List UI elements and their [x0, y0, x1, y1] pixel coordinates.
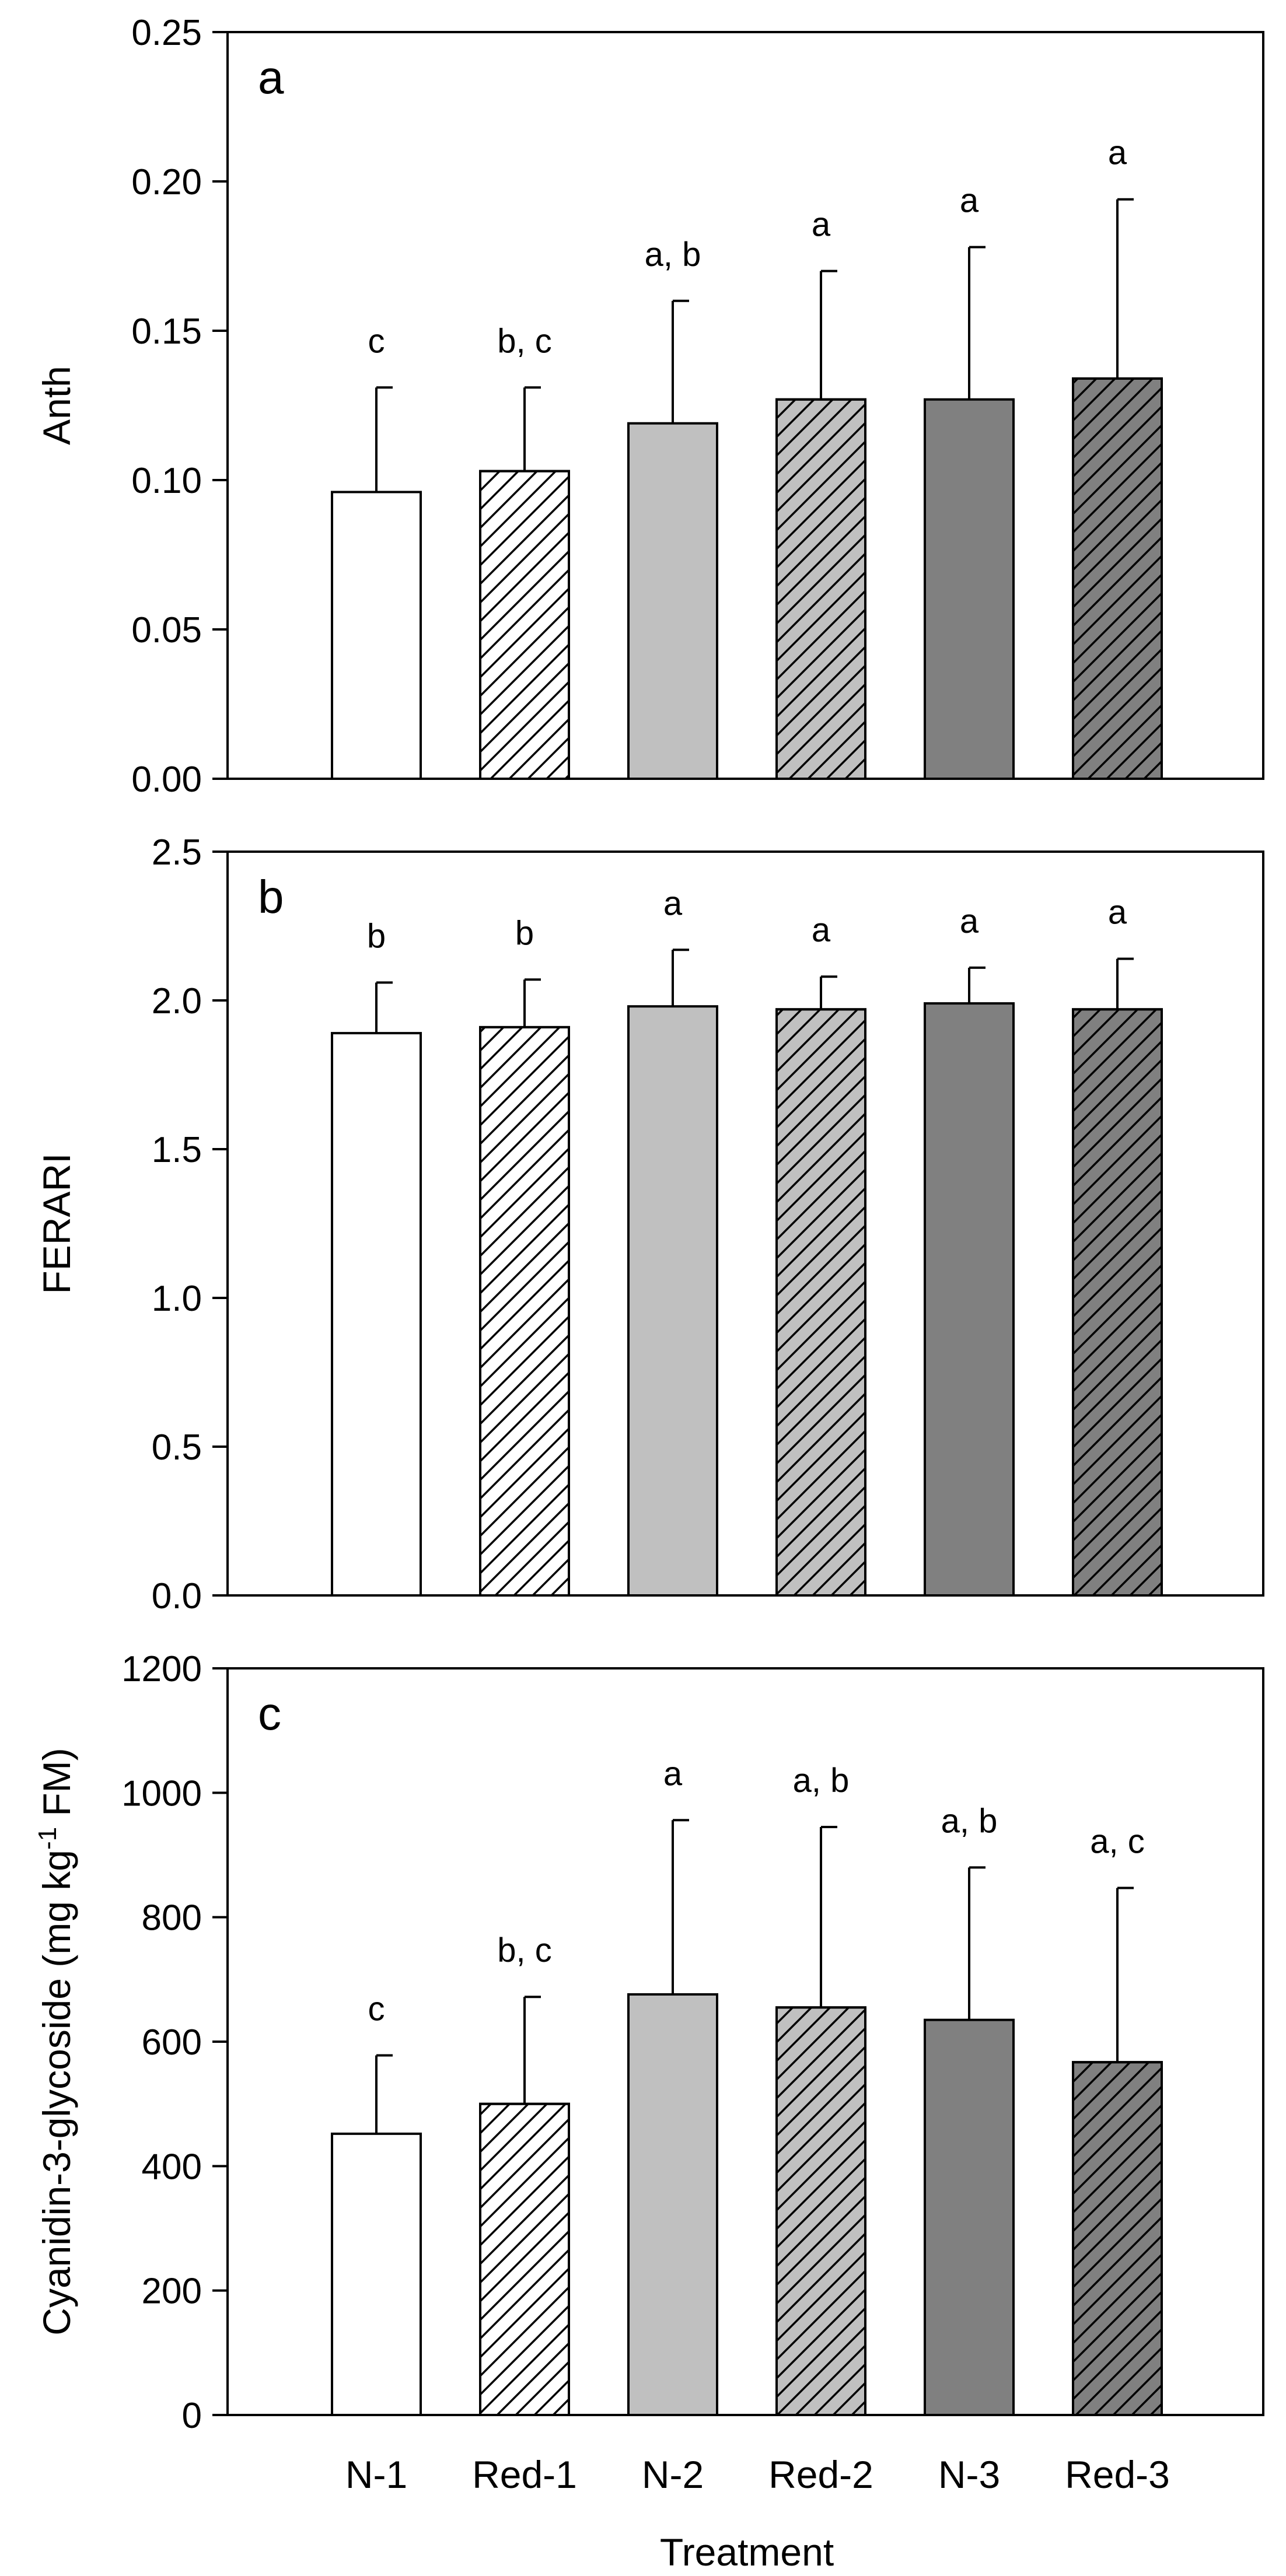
bar-N-1: [331, 1032, 422, 1597]
y-tick-label: 0: [182, 2396, 202, 2436]
bar-hatch: [480, 1027, 569, 1595]
y-tick-label: 200: [142, 2272, 202, 2312]
bar-hatch: [777, 2007, 865, 2415]
y-tick-label: 0.5: [152, 1427, 202, 1468]
bar-hatch: [777, 1009, 865, 1595]
y-tick-label: 0.15: [131, 312, 202, 352]
significance-label: a: [812, 206, 831, 244]
y-axis-title-part: FERARI: [35, 1153, 78, 1294]
panel-letter: a: [258, 51, 284, 103]
bar-N-3: [924, 2018, 1015, 2417]
bar-hatch: [777, 399, 865, 779]
significance-label: a: [1108, 894, 1127, 932]
y-tick-label: 1.5: [152, 1130, 202, 1170]
bar-N-1: [331, 491, 422, 780]
bar-hatch: [1073, 378, 1162, 779]
panel-c: 0 200 400 600 800 1000 1200 Cyanidin-3-glycosid…: [33, 1649, 1264, 2574]
significance-label: b: [515, 914, 534, 952]
y-tick-label: 2.5: [152, 832, 202, 873]
bar-N-2: [627, 422, 718, 780]
x-tick-label: N-1: [345, 2453, 407, 2496]
significance-label: a: [812, 911, 831, 949]
y-tick-label: 0.20: [131, 162, 202, 202]
x-tick-label: Red-2: [768, 2453, 873, 2496]
significance-label: a, c: [1090, 1823, 1145, 1861]
x-tick-label: N-2: [642, 2453, 704, 2496]
y-axis-title-part: -1: [33, 1827, 62, 1850]
panel-letter: b: [258, 871, 284, 923]
significance-label: b: [367, 917, 386, 955]
y-tick-label: 0.0: [152, 1576, 202, 1616]
plot-frame: [226, 31, 1264, 780]
y-axis-title: FERARI: [35, 1153, 78, 1294]
significance-label: a, b: [793, 1762, 850, 1800]
y-tick-label: 1000: [121, 1773, 202, 1814]
significance-label: a: [1108, 134, 1127, 172]
significance-label: a, b: [645, 236, 701, 274]
y-axis-title: Cyanidin-3-glycoside (mg kg-1 FM): [33, 1748, 79, 2335]
y-axis-title-part: FM): [35, 1748, 78, 1827]
significance-label: c: [368, 322, 385, 360]
panel-letter: c: [258, 1688, 281, 1740]
significance-label: a: [663, 1755, 683, 1793]
bar-N-3: [924, 398, 1015, 780]
y-tick-label: 1.0: [152, 1279, 202, 1319]
significance-label: a, b: [941, 1802, 998, 1840]
y-tick-label: 400: [142, 2147, 202, 2187]
x-tick-label: N-3: [938, 2453, 1000, 2496]
significance-label: c: [368, 1990, 385, 2028]
significance-label: b, c: [497, 1931, 552, 1969]
plot-frame: [226, 850, 1264, 1597]
y-tick-label: 0.00: [131, 760, 202, 800]
y-tick-label: 2.0: [152, 981, 202, 1021]
significance-label: a: [960, 902, 979, 940]
bar-hatch: [480, 2104, 569, 2415]
x-tick-label: Red-1: [472, 2453, 577, 2496]
y-tick-label: 800: [142, 1898, 202, 1938]
bar-hatch: [1073, 2062, 1162, 2415]
y-tick-label: 1200: [121, 1649, 202, 1689]
y-axis-title: Anth: [35, 366, 78, 445]
panel-a: 0.00 0.05 0.10 0.15 0.20 0.25 Anth a c b, c a, b a a…: [35, 13, 1264, 800]
y-axis-title-part: Anth: [35, 366, 78, 445]
y-tick-label: 0.10: [131, 461, 202, 501]
bar-N-2: [627, 1993, 718, 2416]
significance-label: a: [960, 182, 979, 220]
panel-b: 0.0 0.5 1.0 1.5 2.0 2.5 FERARI b b b a a a a: [35, 832, 1264, 1616]
bar-N-1: [331, 2132, 422, 2417]
x-axis-title: Treatment: [660, 2530, 834, 2574]
significance-label: b, c: [497, 322, 552, 360]
bar-N-3: [924, 1002, 1015, 1597]
significance-label: a: [663, 884, 683, 922]
y-tick-label: 0.25: [131, 13, 202, 53]
y-tick-label: 0.05: [131, 610, 202, 650]
bar-hatch: [480, 471, 569, 779]
bar-hatch: [1073, 1009, 1162, 1595]
bar-N-2: [627, 1005, 718, 1597]
y-axis-title-part: Cyanidin-3-glycoside (mg kg: [35, 1850, 78, 2336]
x-tick-label: Red-3: [1065, 2453, 1170, 2496]
y-tick-label: 600: [142, 2022, 202, 2063]
